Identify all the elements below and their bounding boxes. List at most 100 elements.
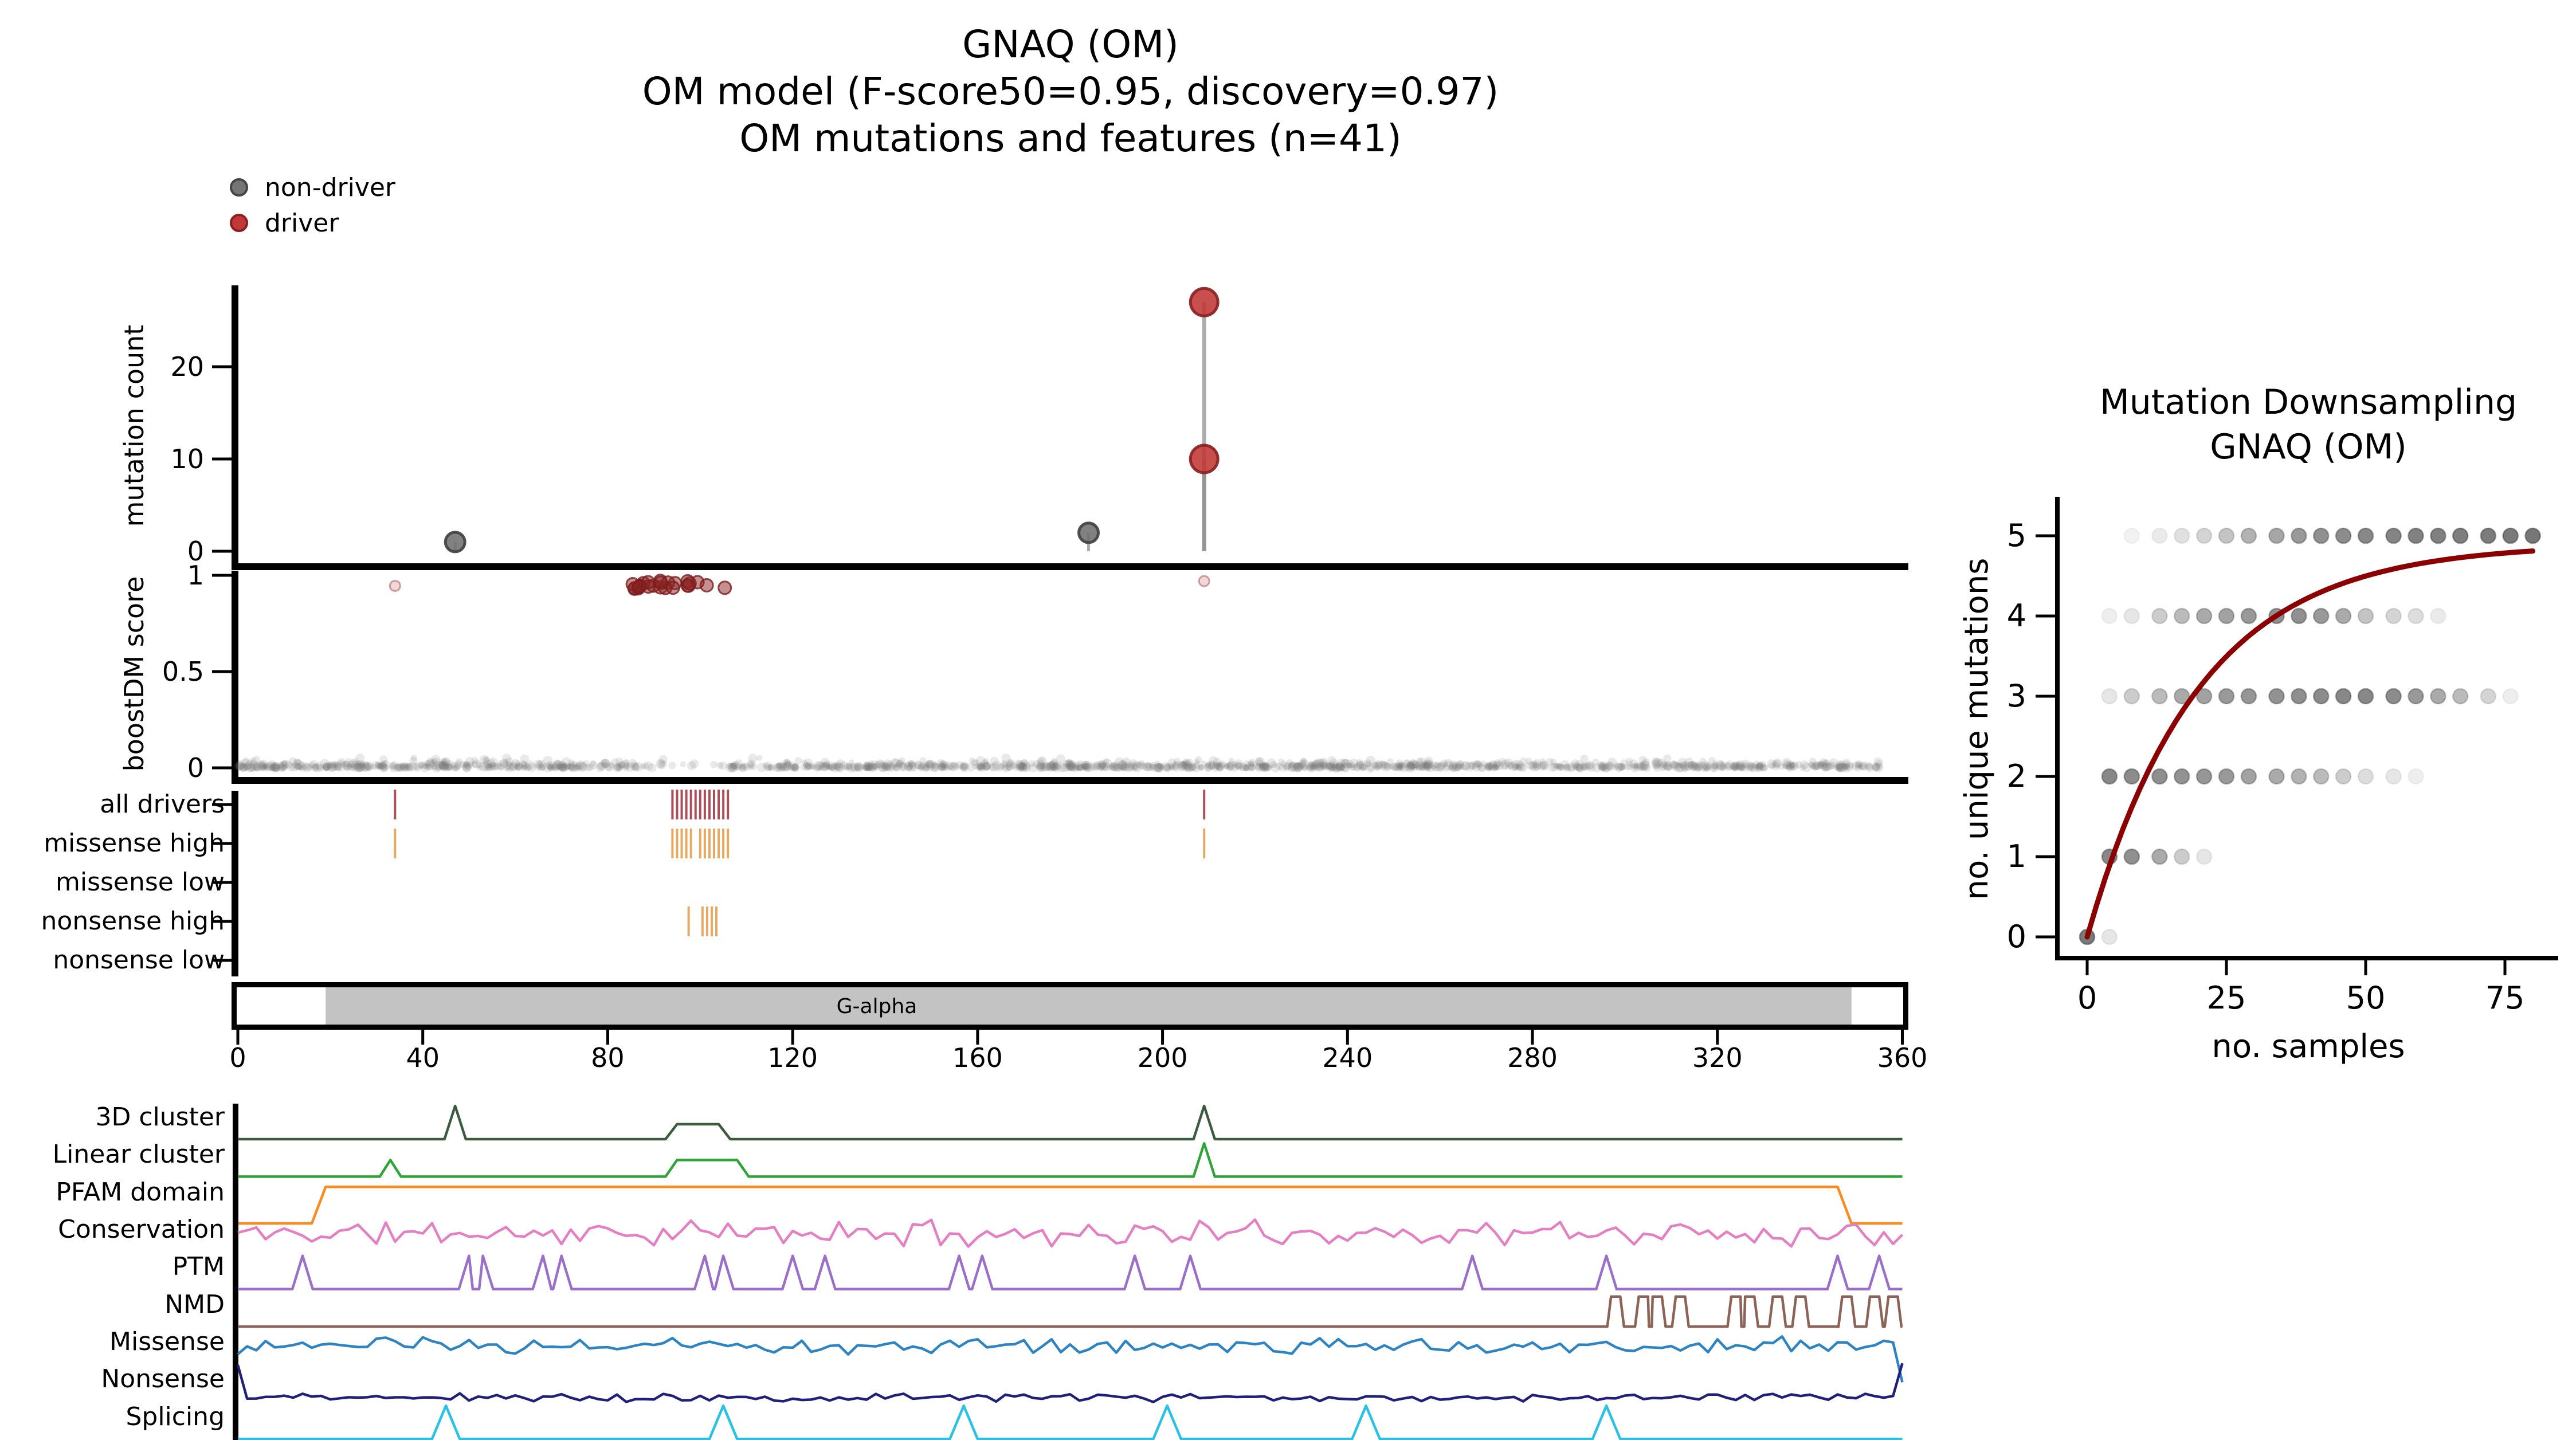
non-driver-score-dot <box>1321 762 1330 770</box>
non-driver-score-dot <box>959 763 968 771</box>
x-axis-tick <box>791 1030 794 1045</box>
non-driver-score-dot <box>1324 762 1333 770</box>
non-driver-score-dot <box>1778 763 1785 770</box>
non-driver-score-dot <box>1255 763 1264 772</box>
non-driver-score-dot <box>1182 762 1192 772</box>
non-driver-score-dot <box>1511 763 1519 771</box>
non-driver-score-dot <box>244 763 254 772</box>
non-driver-score-dot <box>1735 760 1742 767</box>
non-driver-score-dot <box>617 762 624 768</box>
non-driver-score-dot <box>680 761 687 767</box>
non-driver-score-dot <box>263 764 271 772</box>
non-driver-score-dot <box>1692 763 1701 772</box>
non-driver-score-dot <box>280 764 288 771</box>
non-driver-score-dot <box>1396 762 1402 769</box>
non-driver-score-dot <box>1742 762 1749 768</box>
non-driver-score-dot <box>982 762 990 771</box>
non-driver-score-dot <box>1343 762 1350 769</box>
non-driver-score-dot <box>897 759 904 767</box>
non-driver-score-dot <box>234 761 244 771</box>
non-driver-score-dot <box>236 763 244 771</box>
non-driver-score-dot <box>1405 763 1416 773</box>
downsampling-title-line-2: GNAQ (OM) <box>2210 427 2406 467</box>
non-driver-score-dot <box>1398 763 1406 771</box>
non-driver-score-dot <box>1795 761 1803 769</box>
non-driver-score-dot <box>1822 762 1832 771</box>
non-driver-score-dot <box>1015 760 1025 770</box>
non-driver-score-dot <box>1433 761 1441 769</box>
ds-sample-dot <box>2502 527 2519 544</box>
non-driver-score-dot <box>1709 763 1719 773</box>
non-driver-score-dot <box>463 761 472 770</box>
non-driver-score-dot <box>1075 764 1081 771</box>
x-axis-tick-label: 280 <box>1507 1042 1558 1073</box>
non-driver-score-dot <box>1504 762 1513 770</box>
non-driver-score-dot <box>252 763 260 771</box>
non-driver-score-dot <box>1014 759 1024 769</box>
mutation-tick <box>676 829 679 858</box>
non-driver-score-dot <box>374 762 382 769</box>
non-driver-score-dot <box>1759 764 1766 771</box>
track-label-missense-low: missense low <box>56 868 225 897</box>
non-driver-score-dot <box>626 762 636 772</box>
non-driver-score-dot <box>854 762 863 771</box>
non-driver-score-dot <box>939 760 948 768</box>
non-driver-score-dot <box>1442 764 1450 772</box>
non-driver-score-dot <box>942 761 950 768</box>
non-driver-score-dot <box>1319 758 1328 767</box>
non-driver-score-dot <box>295 758 301 765</box>
feature-axis-segment <box>233 1216 238 1254</box>
non-driver-score-dot <box>864 763 873 772</box>
non-driver-score-dot <box>242 763 250 771</box>
non-driver-score-dot <box>930 762 940 772</box>
non-driver-score-dot <box>739 764 746 770</box>
non-driver-score-dot <box>850 762 859 771</box>
protein-domain-bar: 0 40 80 120 160 200 240 280 320 360 <box>229 982 1927 1073</box>
non-driver-score-dot <box>1864 762 1872 770</box>
non-driver-score-dot <box>567 762 578 772</box>
x-axis-tick-label: 320 <box>1692 1042 1743 1073</box>
non-driver-score-dot <box>1598 763 1606 771</box>
non-driver-score-dot <box>1516 762 1526 771</box>
non-driver-score-dot <box>977 763 985 771</box>
non-driver-score-dot <box>784 761 793 770</box>
non-driver-score-dot <box>1606 763 1613 770</box>
non-driver-score-dot <box>1335 762 1344 770</box>
ds-sample-dot <box>2524 527 2541 544</box>
ds-y-tick <box>2036 534 2055 537</box>
non-driver-score-dot <box>1414 762 1421 769</box>
ds-sample-dot <box>2291 527 2307 544</box>
boost-y-tick <box>212 574 232 577</box>
non-driver-score-dot <box>1179 761 1189 770</box>
non-driver-score-dot <box>440 762 449 771</box>
non-driver-score-dot <box>357 760 365 768</box>
non-driver-score-dot <box>462 760 469 767</box>
driver-score-outlier-dot <box>1198 575 1210 587</box>
non-driver-score-dot <box>1716 761 1726 771</box>
non-driver-score-dot <box>1103 759 1112 768</box>
non-driver-score-dot <box>1311 762 1320 771</box>
non-driver-score-dot <box>1652 758 1662 768</box>
non-driver-score-dot <box>1044 762 1053 771</box>
non-driver-score-dot <box>908 760 916 768</box>
non-driver-score-dot <box>256 760 266 770</box>
non-driver-score-dot <box>844 763 852 771</box>
non-driver-score-dot <box>668 762 676 770</box>
ds-sample-dot <box>2408 607 2424 625</box>
non-driver-score-dot <box>322 762 332 771</box>
non-driver-score-dot <box>813 763 822 772</box>
non-driver-score-dot <box>602 762 609 768</box>
non-driver-score-dot <box>656 759 665 769</box>
non-driver-score-dot <box>1458 763 1464 769</box>
ds-sample-dot <box>2480 527 2497 544</box>
ds-fit-curve <box>2084 548 2536 940</box>
non-driver-score-dot <box>561 763 567 769</box>
non-driver-score-dot <box>1386 758 1394 766</box>
non-driver-score-dot <box>1782 763 1788 770</box>
legend-label-driver: driver <box>265 209 339 238</box>
non-driver-score-dot <box>1178 761 1187 771</box>
non-driver-score-dot <box>1829 758 1838 767</box>
non-driver-score-dot <box>1020 763 1028 771</box>
